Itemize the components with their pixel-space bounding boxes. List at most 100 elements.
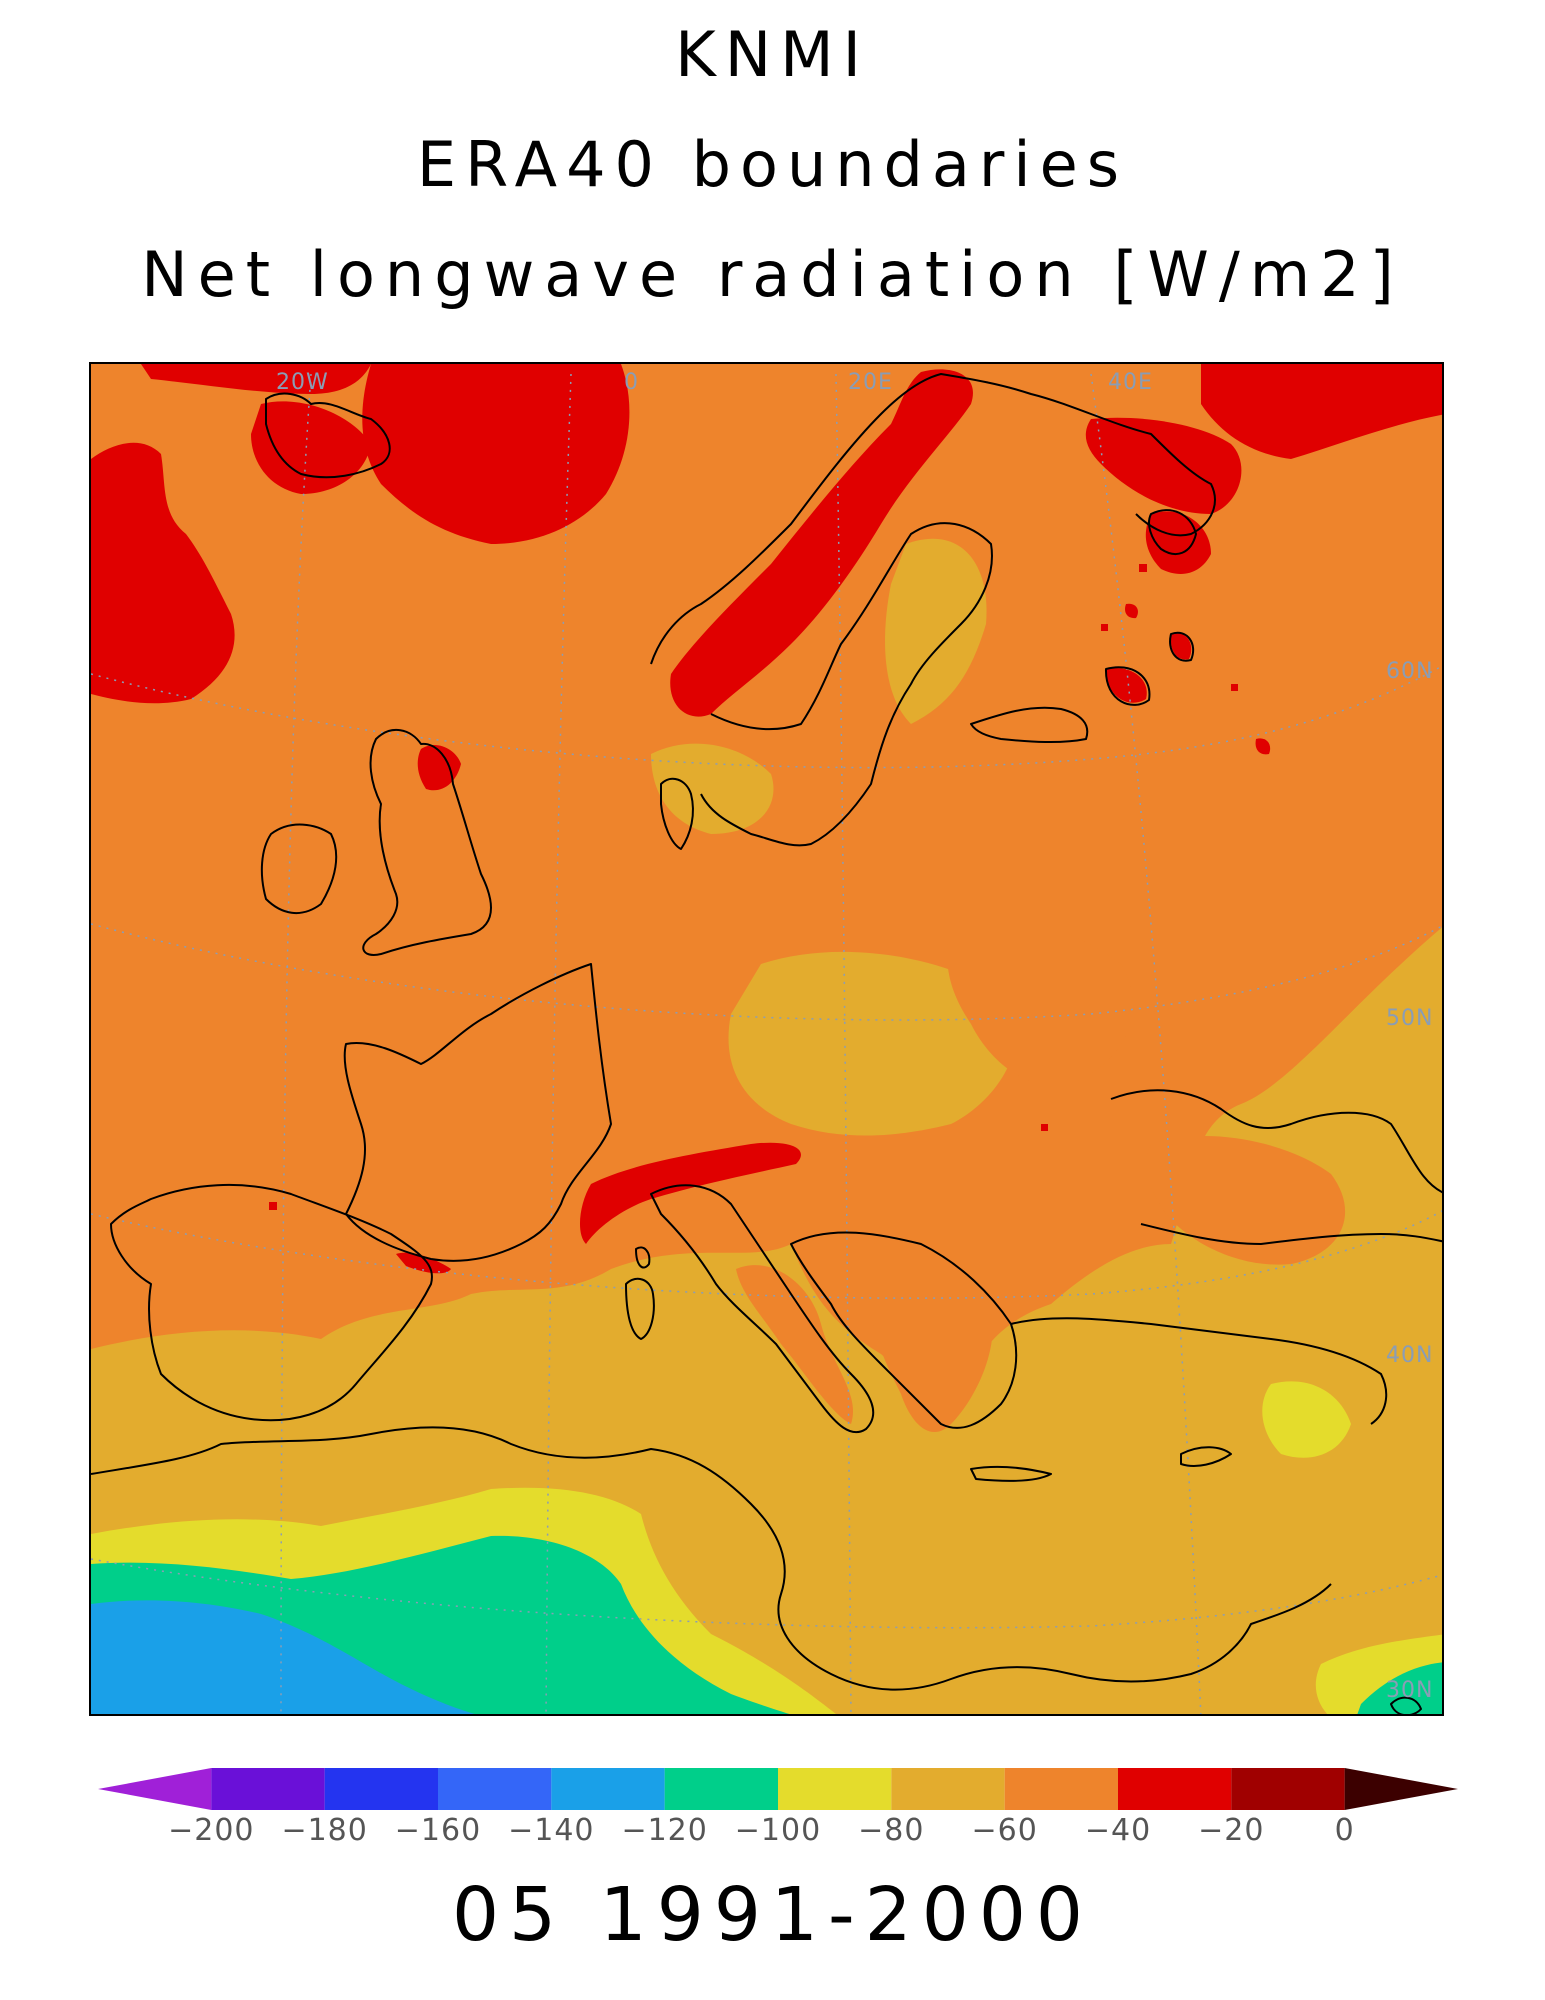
coastline-lake-onega [1169, 631, 1195, 662]
coastline-iberia [110, 1183, 433, 1422]
colorbar-tick-label: −100 [735, 1813, 821, 1844]
colorbar-box--60--40 [1004, 1768, 1118, 1810]
field-band-140-120 [91, 1600, 475, 1714]
colorbar-tick-label: −180 [281, 1813, 367, 1844]
title-experiment: ERA40 boundaries [416, 128, 1129, 201]
field-band-40-20-dot-3 [1231, 684, 1238, 691]
field-band-40-20-lake-4 [1125, 603, 1138, 619]
colorbar-box--180--160 [324, 1768, 438, 1810]
coastline-north-africa [91, 1426, 1332, 1691]
graticule-lon-20e [835, 373, 852, 1714]
coastline-scandinavia [650, 373, 1216, 665]
lon-label-40e: 40E [1108, 370, 1153, 395]
colorbar-box--140--120 [551, 1768, 665, 1810]
coastline-baltic [700, 522, 993, 847]
field-band-120-100-east [1357, 1662, 1442, 1714]
graticule-lon-40e [1090, 373, 1202, 1714]
colorbar-tick-label: −20 [1198, 1813, 1264, 1844]
colorbar-tick-label: −120 [621, 1813, 707, 1844]
field-orange-balkans [868, 1242, 993, 1433]
field-band-40-20-greenland [91, 442, 235, 704]
colorbar-tick-label: −60 [972, 1813, 1038, 1844]
field-band-40-20-dot-2 [1101, 624, 1108, 631]
field-orange-italy [736, 1265, 854, 1424]
field-band-40-20-scandes [670, 369, 973, 717]
coastline-jutland [660, 777, 694, 850]
colorbar-box--100--80 [778, 1768, 892, 1810]
colorbar-tick-label: −200 [168, 1813, 254, 1844]
title-variable: Net longwave radiation [W/m2] [141, 238, 1404, 311]
field-band-40-20-iceland [251, 401, 371, 494]
field-band-40-20-scotland [417, 744, 461, 791]
field-band-40-20-iceland-n [141, 364, 371, 394]
graticule-lat-50 [91, 923, 1442, 1021]
colorbar-labels: −200 −180 −160 −140 −120 −100 −80 −60 −40 −20 0 [168, 1813, 1355, 1844]
colorbar-tick-label: −160 [395, 1813, 481, 1844]
field-patch-baltic [885, 538, 987, 724]
graticule [91, 373, 1442, 1714]
lon-label-20w: 20W [276, 370, 329, 395]
colorbar-box--20-0 [1231, 1768, 1345, 1810]
field-patch-central [728, 951, 1017, 1136]
lat-label-30n: 30N [1386, 1678, 1433, 1703]
map-panel: 20W 0 20E 40E 60N 50N 40N 30N [89, 362, 1444, 1716]
coastline-corsica [635, 1246, 651, 1269]
field-band-40-20-lake-1 [1106, 668, 1147, 703]
coastline-lake-ladoga [1104, 666, 1151, 706]
colorbar-box--200--180 [211, 1768, 325, 1810]
coastline-white-sea [1148, 509, 1197, 555]
field-band-40-20-novaya [1201, 364, 1442, 459]
coastline-italy [650, 1184, 875, 1434]
lon-label-0: 0 [624, 370, 639, 395]
field-band-40-20-lake-3 [1255, 738, 1271, 755]
coastline-britain [362, 729, 492, 956]
field-orange-ukraine [947, 917, 1133, 1086]
field-band-40-20-lake-2 [1170, 633, 1192, 660]
field-band-40-20-northatl [362, 364, 630, 544]
coastlines [91, 373, 1442, 1714]
lat-label-50n: 50N [1386, 1006, 1433, 1031]
coastline-balkans [790, 1231, 1018, 1429]
coastline-cyprus [1180, 1446, 1232, 1467]
field-band-40-20-kanin [1145, 511, 1211, 574]
graticule-lon-0 [545, 373, 572, 1714]
coastline-france [343, 963, 612, 1262]
colorbar-box--160--140 [438, 1768, 552, 1810]
map-canvas: 20W 0 20E 40E 60N 50N 40N 30N [91, 364, 1442, 1714]
field-band-40-20-dot-4 [1041, 1124, 1048, 1131]
field-band-40-20-dot-5 [269, 1202, 277, 1210]
coastline-black-sea [1110, 1089, 1442, 1245]
lat-label-40n: 40N [1386, 1343, 1433, 1368]
colorbar-box--80--60 [891, 1768, 1005, 1810]
coastline-ireland [260, 823, 338, 915]
field-band-40-20-pyrenees [396, 1252, 451, 1274]
coastline-iceland [265, 392, 391, 479]
graticule-lat-30 [91, 1558, 1442, 1629]
colorbar-box--40--20 [1118, 1768, 1232, 1810]
colorbar-tick-label: −140 [508, 1813, 594, 1844]
title-institution: KNMI [675, 18, 870, 91]
colorbar-box--120--100 [664, 1768, 778, 1810]
field-band-40-20-dot-1 [1139, 564, 1147, 572]
coastline-sardinia [625, 1277, 655, 1340]
colorbar-under-arrow [98, 1768, 212, 1810]
coastline-crete [970, 1465, 1052, 1482]
field-band-40-20-alps [579, 1142, 801, 1244]
field-band-40-20-kola [1085, 417, 1242, 514]
field-patch-anatolia [1262, 1381, 1351, 1458]
field-patch-northsea [651, 743, 774, 834]
colorbar: −200 −180 −160 −140 −120 −100 −80 −60 −40 −20 0 [98, 1768, 1458, 1844]
graticule-lon-20w [280, 373, 312, 1714]
colorbar-over-arrow [1344, 1768, 1458, 1810]
coastline-caspian [1390, 1696, 1422, 1714]
footer-period: 05 1991-2000 [451, 1872, 1094, 1958]
coastline-turkey [1010, 1317, 1388, 1425]
lon-label-20e: 20E [848, 370, 893, 395]
colorbar-boxes [98, 1768, 1458, 1810]
colorbar-tick-label: −40 [1085, 1813, 1151, 1844]
graticule-lat-60 [91, 665, 1442, 769]
coastline-gulf-finland [970, 706, 1089, 744]
colorbar-tick-label: −80 [858, 1813, 924, 1844]
colorbar-tick-label: 0 [1335, 1813, 1355, 1844]
field-orange-blacksea [1146, 1135, 1346, 1265]
